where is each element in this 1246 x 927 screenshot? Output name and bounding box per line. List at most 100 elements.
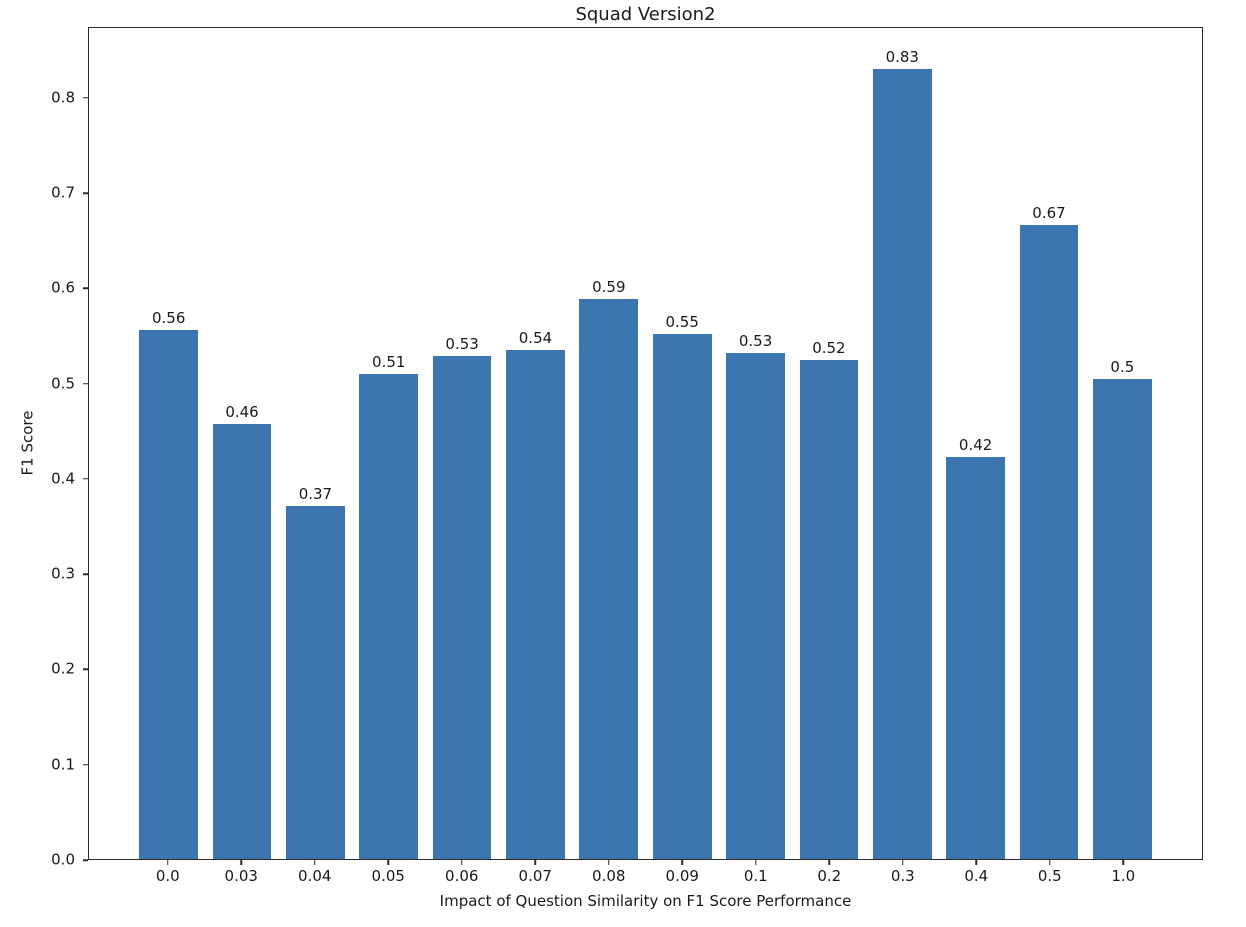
bar-slot-0.05: 0.51 bbox=[352, 28, 425, 859]
y-tick-mark-0.0 bbox=[83, 859, 88, 861]
y-tick-label-0.1: 0.1 bbox=[51, 755, 75, 774]
x-tick-label-0.1: 0.1 bbox=[743, 867, 768, 885]
bar-0.5 bbox=[1019, 225, 1079, 859]
x-tick-mark-0.06 bbox=[461, 860, 463, 865]
bar-0.1 bbox=[726, 352, 785, 859]
y-tick-label-0.6: 0.6 bbox=[51, 278, 75, 297]
y-tick-label-0.0: 0.0 bbox=[51, 850, 75, 869]
bar-slot-0.08: 0.59 bbox=[572, 28, 645, 859]
x-tick-label-0.3: 0.3 bbox=[890, 867, 915, 885]
bar-value-label-0.2: 0.52 bbox=[812, 339, 846, 358]
x-tick-mark-0.4 bbox=[975, 860, 977, 865]
x-tick-label-0.2: 0.2 bbox=[817, 867, 842, 885]
x-tick-mark-0.04 bbox=[314, 860, 316, 865]
x-tick-slot-0.5: 0.5 bbox=[1013, 860, 1087, 892]
x-tick-label-0.0: 0.0 bbox=[155, 867, 180, 885]
x-tick-mark-0.0 bbox=[167, 860, 169, 865]
bar-value-label-0.07: 0.54 bbox=[518, 328, 553, 347]
bars-container: 0.56 0.46 0.37 0.51 0.53 0.54 0.59 0.55 0.53 0.52… bbox=[132, 28, 1159, 859]
bar-value-label-0.09: 0.55 bbox=[665, 312, 699, 331]
bar-value-label-0.5: 0.67 bbox=[1032, 204, 1066, 223]
bar-value-label-0.4: 0.42 bbox=[958, 436, 993, 455]
x-tick-slot-0.07: 0.07 bbox=[499, 860, 573, 892]
x-tick-mark-0.05 bbox=[387, 860, 389, 865]
y-tick-label-0.8: 0.8 bbox=[51, 88, 75, 107]
x-tick-slot-0.3: 0.3 bbox=[866, 860, 940, 892]
bar-slot-0.2: 0.52 bbox=[792, 28, 865, 859]
bar-0.0 bbox=[139, 329, 199, 859]
y-tick-label-0.7: 0.7 bbox=[51, 183, 75, 202]
y-tick-label-0.3: 0.3 bbox=[51, 564, 75, 583]
bar-0.07 bbox=[506, 349, 565, 859]
bar-value-label-0.08: 0.59 bbox=[592, 278, 626, 297]
x-tick-slot-0.0: 0.0 bbox=[131, 860, 205, 892]
bar-slot-0.5: 0.67 bbox=[1012, 28, 1085, 859]
y-tick-label-0.2: 0.2 bbox=[51, 659, 75, 678]
bar-0.4 bbox=[946, 457, 1005, 859]
x-tick-slot-0.06: 0.06 bbox=[425, 860, 499, 892]
x-tick-label-0.03: 0.03 bbox=[224, 867, 258, 885]
x-axis-label: Impact of Question Similarity on F1 Scor… bbox=[439, 892, 852, 910]
bar-0.05 bbox=[359, 374, 419, 859]
x-tick-slot-0.05: 0.05 bbox=[352, 860, 426, 892]
bar-slot-0.1: 0.53 bbox=[719, 28, 792, 859]
x-tick-slot-0.4: 0.4 bbox=[940, 860, 1014, 892]
y-tick-mark-0.8 bbox=[83, 97, 88, 99]
x-tick-mark-0.5 bbox=[1049, 860, 1051, 865]
bar-slot-1.0: 0.5 bbox=[1086, 28, 1159, 859]
y-tick-mark-0.7 bbox=[83, 192, 88, 194]
y-tick-mark-0.4 bbox=[83, 478, 88, 480]
bar-slot-0.3: 0.83 bbox=[866, 28, 939, 859]
bar-slot-0.04: 0.37 bbox=[279, 28, 352, 859]
bar-value-label-0.0: 0.56 bbox=[151, 308, 186, 327]
x-tick-mark-0.1 bbox=[755, 860, 757, 865]
x-tick-slot-0.09: 0.09 bbox=[646, 860, 720, 892]
x-tick-label-0.08: 0.08 bbox=[592, 867, 626, 885]
bar-0.09 bbox=[652, 333, 712, 859]
bar-0.03 bbox=[212, 423, 272, 859]
x-tick-label-0.09: 0.09 bbox=[665, 867, 699, 885]
x-tick-mark-0.03 bbox=[240, 860, 242, 865]
x-tick-slot-0.08: 0.08 bbox=[572, 860, 646, 892]
bar-0.08 bbox=[579, 299, 639, 859]
plot-area: 0.56 0.46 0.37 0.51 0.53 0.54 0.59 0.55 0.53 0.52… bbox=[88, 27, 1203, 860]
y-axis: 0.0 0.1 0.2 0.3 0.4 0.5 0.6 0.7 0.8 bbox=[0, 27, 88, 867]
bar-slot-0.03: 0.46 bbox=[205, 28, 278, 859]
x-tick-slot-0.03: 0.03 bbox=[205, 860, 279, 892]
x-tick-mark-0.2 bbox=[828, 860, 830, 865]
y-tick-mark-0.2 bbox=[83, 668, 88, 671]
bar-slot-0.0: 0.56 bbox=[132, 28, 205, 859]
x-tick-slot-0.04: 0.04 bbox=[278, 860, 352, 892]
x-axis: 0.0 0.03 0.04 0.05 0.06 0.07 0.08 0.09 0.1 0.2 0.3… bbox=[88, 860, 1203, 892]
x-tick-mark-0.3 bbox=[902, 860, 904, 865]
x-tick-label-0.4: 0.4 bbox=[964, 867, 989, 885]
bar-slot-0.06: 0.53 bbox=[425, 28, 498, 859]
bar-0.06 bbox=[432, 356, 492, 859]
x-tick-mark-1.0 bbox=[1122, 860, 1124, 865]
x-tick-mark-0.09 bbox=[681, 860, 683, 865]
y-tick-mark-0.5 bbox=[83, 382, 88, 385]
x-tick-label-0.07: 0.07 bbox=[518, 867, 552, 885]
x-tick-mark-0.08 bbox=[608, 860, 610, 865]
chart-title: Squad Version2 bbox=[575, 4, 716, 25]
bar-value-label-0.3: 0.83 bbox=[885, 48, 919, 67]
y-tick-mark-0.6 bbox=[83, 287, 88, 290]
y-tick-label-0.5: 0.5 bbox=[51, 374, 75, 393]
x-tick-label-0.06: 0.06 bbox=[445, 867, 479, 885]
x-tick-slot-0.1: 0.1 bbox=[719, 860, 793, 892]
bar-value-label-0.04: 0.37 bbox=[298, 484, 333, 503]
bar-value-label-0.05: 0.51 bbox=[372, 353, 406, 372]
bar-0.2 bbox=[799, 360, 859, 859]
x-tick-slot-0.2: 0.2 bbox=[793, 860, 867, 892]
y-tick-mark-0.1 bbox=[83, 763, 88, 766]
x-tick-label-1.0: 1.0 bbox=[1111, 867, 1136, 885]
y-tick-mark-0.3 bbox=[83, 573, 88, 575]
x-tick-label-0.04: 0.04 bbox=[298, 867, 332, 885]
x-tick-label-0.5: 0.5 bbox=[1037, 867, 1062, 885]
x-tick-mark-0.07 bbox=[534, 860, 536, 865]
bar-slot-0.09: 0.55 bbox=[646, 28, 719, 859]
bar-0.3 bbox=[872, 69, 932, 859]
x-tick-label-0.05: 0.05 bbox=[371, 867, 405, 885]
bar-value-label-1.0: 0.5 bbox=[1110, 358, 1135, 377]
